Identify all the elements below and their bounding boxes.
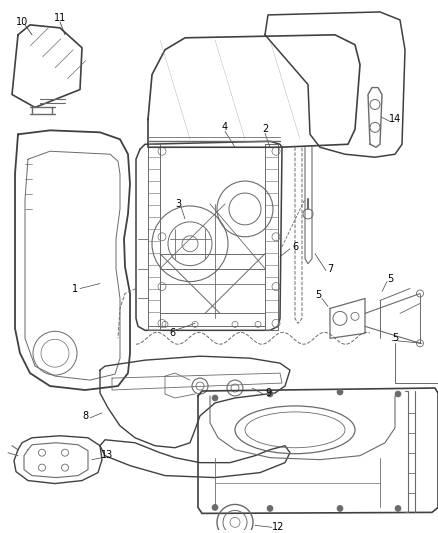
Circle shape	[267, 505, 273, 511]
Circle shape	[212, 504, 218, 511]
Circle shape	[395, 505, 401, 511]
Circle shape	[212, 395, 218, 401]
Text: 5: 5	[315, 289, 321, 300]
Text: 11: 11	[54, 13, 66, 23]
Text: 9: 9	[265, 388, 271, 398]
Text: 7: 7	[327, 264, 333, 273]
Text: 2: 2	[262, 124, 268, 134]
Text: 5: 5	[392, 333, 398, 343]
Text: 10: 10	[16, 17, 28, 27]
Text: 6: 6	[169, 328, 175, 338]
Text: 1: 1	[72, 284, 78, 294]
Text: 6: 6	[292, 242, 298, 252]
Circle shape	[337, 505, 343, 511]
Circle shape	[267, 391, 273, 397]
Text: 13: 13	[101, 450, 113, 459]
Text: 4: 4	[222, 123, 228, 132]
Text: 8: 8	[82, 411, 88, 421]
Text: 12: 12	[272, 522, 284, 532]
Text: 5: 5	[387, 273, 393, 284]
Text: 14: 14	[389, 115, 401, 124]
Circle shape	[395, 391, 401, 397]
Circle shape	[337, 389, 343, 395]
Text: 3: 3	[175, 199, 181, 209]
